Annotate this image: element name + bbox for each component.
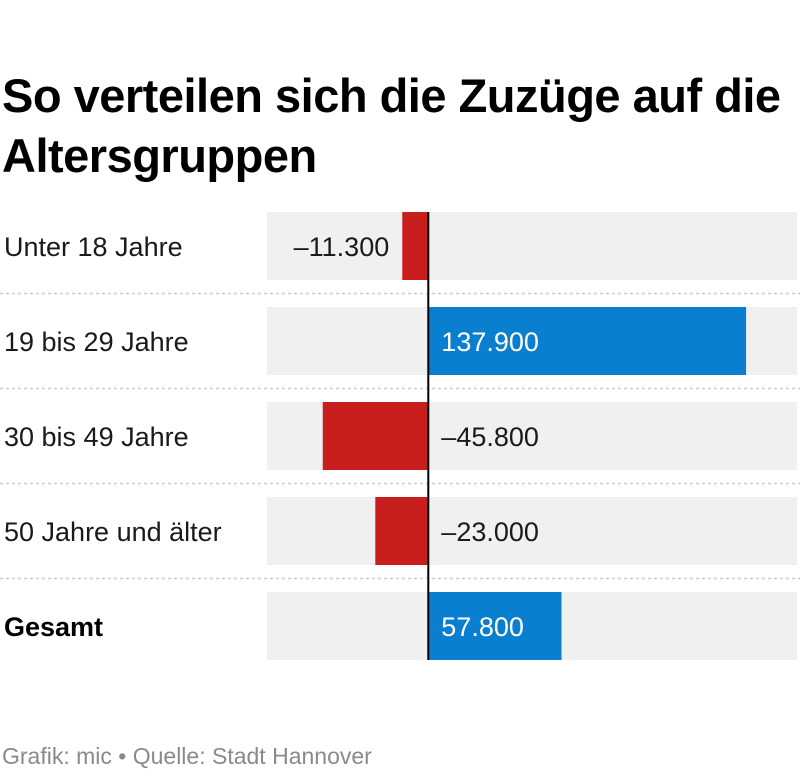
category-label: 19 bis 29 Jahre xyxy=(4,327,189,357)
bar xyxy=(402,212,429,280)
bar xyxy=(375,497,429,565)
bar-track xyxy=(267,497,797,565)
value-label: 137.900 xyxy=(441,327,539,357)
bar xyxy=(428,592,562,660)
source-note: Grafik: mic • Quelle: Stadt Hannover xyxy=(2,743,372,769)
value-label: 57.800 xyxy=(441,612,524,642)
value-label: –11.300 xyxy=(294,232,390,262)
bar xyxy=(322,402,429,470)
value-label: –23.000 xyxy=(441,517,539,547)
bar-track xyxy=(267,212,797,280)
category-label: 30 bis 49 Jahre xyxy=(4,422,189,452)
category-label: Unter 18 Jahre xyxy=(4,232,183,262)
category-label: 50 Jahre und älter xyxy=(4,517,222,547)
bar xyxy=(428,307,747,375)
chart-title: So verteilen sich die Zuzüge auf die Alt… xyxy=(2,69,781,182)
value-label: –45.800 xyxy=(441,422,539,452)
category-label: Gesamt xyxy=(4,612,103,642)
